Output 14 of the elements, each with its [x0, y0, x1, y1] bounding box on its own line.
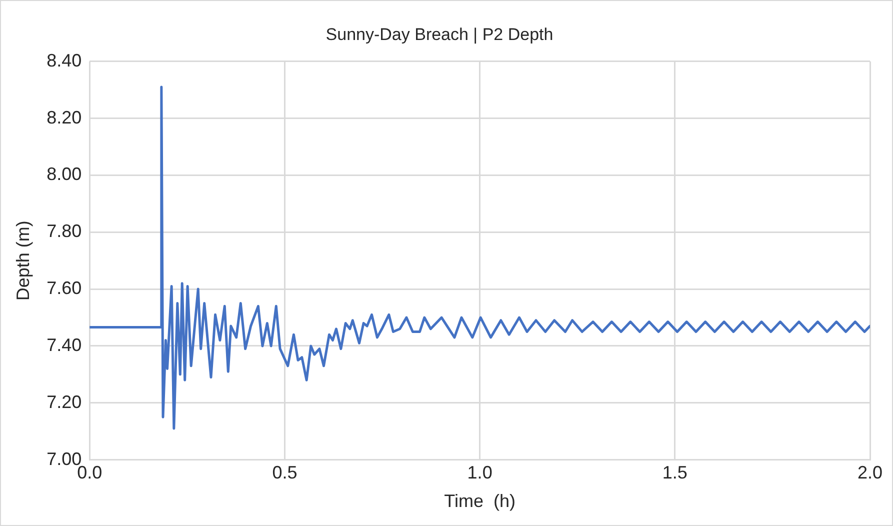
y-tick-label: 8.40	[46, 50, 82, 70]
y-tick-label: 7.40	[46, 334, 82, 355]
chart-title: Sunny-Day Breach | P2 Depth	[326, 24, 554, 44]
x-tick-label: 2.0	[857, 462, 883, 483]
y-tick-label: 7.80	[46, 221, 82, 242]
y-tick-label: 7.60	[46, 278, 82, 298]
y-tick-label: 7.20	[46, 392, 82, 412]
y-tick-label: 8.00	[46, 164, 82, 184]
y-axis-title: Depth (m)	[12, 220, 33, 301]
x-axis-title: Time (h)	[444, 491, 516, 512]
y-tick-label: 8.20	[46, 107, 82, 128]
x-tick-label: 0.5	[272, 462, 298, 483]
x-tick-label: 1.5	[662, 462, 688, 483]
x-tick-label: 1.0	[467, 462, 492, 483]
